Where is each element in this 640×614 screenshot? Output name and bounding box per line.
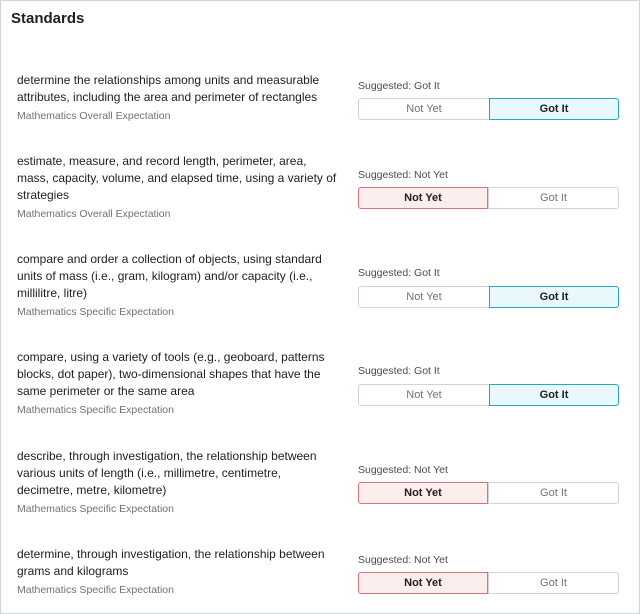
not-yet-button[interactable]: Not Yet xyxy=(358,187,488,209)
got-it-button[interactable]: Got It xyxy=(489,98,619,120)
panel-title: Standards xyxy=(11,10,85,27)
assessment-toggle: Not Yet Got It xyxy=(358,98,619,120)
suggested-label: Suggested: Not Yet xyxy=(358,169,448,181)
assessment-toggle: Not Yet Got It xyxy=(358,384,619,406)
not-yet-button[interactable]: Not Yet xyxy=(358,482,488,504)
not-yet-button[interactable]: Not Yet xyxy=(358,572,488,594)
suggested-label: Suggested: Got It xyxy=(358,365,440,377)
standard-category: Mathematics Specific Expectation xyxy=(17,306,174,318)
suggested-label: Suggested: Not Yet xyxy=(358,554,448,566)
got-it-button[interactable]: Got It xyxy=(489,384,619,406)
standard-text: determine the relationships among units … xyxy=(17,73,320,104)
got-it-button[interactable]: Got It xyxy=(489,286,619,308)
not-yet-button[interactable]: Not Yet xyxy=(406,103,442,115)
assessment-toggle: Not Yet Got It xyxy=(358,286,619,308)
standard-text: compare and order a collection of object… xyxy=(17,252,322,300)
standard-text: estimate, measure, and record length, pe… xyxy=(17,154,337,202)
standard-text: determine, through investigation, the re… xyxy=(17,547,325,578)
suggested-label: Suggested: Got It xyxy=(358,267,440,279)
assessment-toggle: Not Yet Got It xyxy=(358,572,619,594)
not-yet-button[interactable]: Not Yet xyxy=(406,389,442,401)
assessment-toggle: Not Yet Got It xyxy=(358,482,619,504)
suggested-label: Suggested: Not Yet xyxy=(358,464,448,476)
assessment-toggle: Not Yet Got It xyxy=(358,187,619,209)
standard-category: Mathematics Specific Expectation xyxy=(17,584,174,596)
got-it-button[interactable]: Got It xyxy=(488,573,618,593)
suggested-label: Suggested: Got It xyxy=(358,80,440,92)
standard-text: compare, using a variety of tools (e.g.,… xyxy=(17,350,325,398)
standard-text: describe, through investigation, the rel… xyxy=(17,449,317,497)
not-yet-button[interactable]: Not Yet xyxy=(406,291,442,303)
got-it-button[interactable]: Got It xyxy=(488,188,618,208)
standard-category: Mathematics Overall Expectation xyxy=(17,110,171,122)
standard-category: Mathematics Specific Expectation xyxy=(17,404,174,416)
standard-category: Mathematics Specific Expectation xyxy=(17,503,174,515)
standard-category: Mathematics Overall Expectation xyxy=(17,208,171,220)
got-it-button[interactable]: Got It xyxy=(488,483,618,503)
